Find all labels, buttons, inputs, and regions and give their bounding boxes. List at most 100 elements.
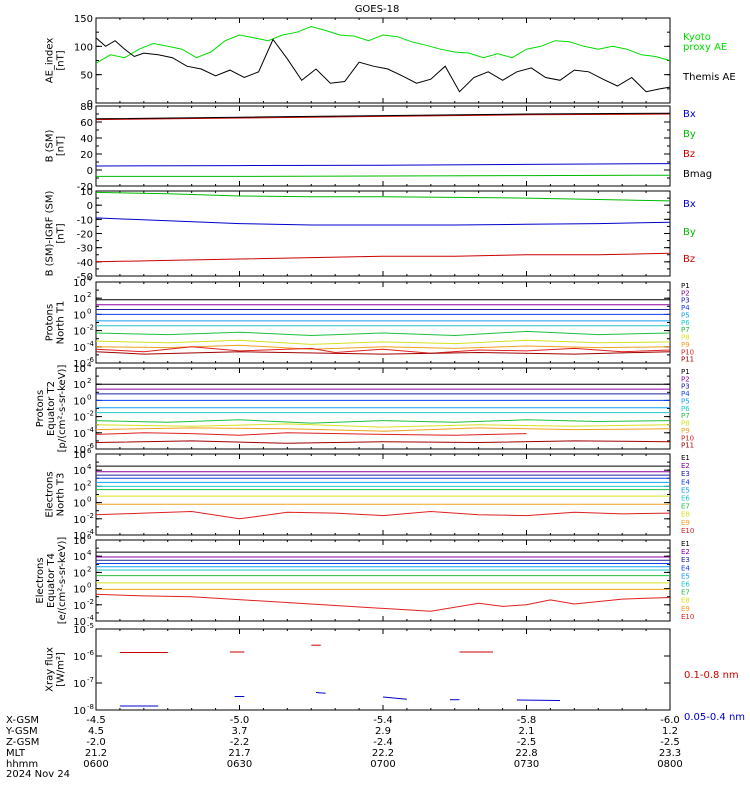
y-tick-exponent: 0 <box>87 393 91 401</box>
y-tick-label: 10 <box>73 499 86 510</box>
series-themis-ae <box>96 37 670 93</box>
y-tick-label: 10 <box>73 343 86 354</box>
channel-label: P5 <box>681 397 690 405</box>
y-tick-label: 10 <box>73 310 86 321</box>
y-axis-label: [nT] <box>56 136 67 156</box>
footer-z-gsm: -2.2 <box>230 737 250 748</box>
y-tick-label: 10 <box>73 679 86 690</box>
data-area <box>96 551 670 612</box>
channel-label: E9 <box>681 519 690 527</box>
footer-y-gsm: 1.2 <box>662 726 678 737</box>
footer-hhmm: 0600 <box>83 759 108 770</box>
y-tick-label: 10 <box>73 536 86 547</box>
y-axis-label: Electrons <box>45 471 56 517</box>
footer-row-label: 2024 Nov 24 <box>6 769 70 780</box>
y-tick-exponent: -4 <box>87 426 95 434</box>
footer-x-gsm: -6.0 <box>660 715 680 726</box>
footer-mlt: 22.2 <box>372 748 394 759</box>
channel-label: E8 <box>681 511 690 519</box>
channel-label: P11 <box>681 356 694 364</box>
y-tick-exponent: 4 <box>87 361 92 369</box>
plot-frame <box>95 281 671 364</box>
y-tick-exponent: -5 <box>87 622 94 630</box>
channel-label: P11 <box>681 442 694 450</box>
y-axis-label: Equator T4 <box>46 553 57 608</box>
plot-frame <box>95 17 671 104</box>
series-e10 <box>96 510 670 520</box>
plot-frame <box>95 367 671 450</box>
y-tick-label: 10 <box>73 294 86 305</box>
series-p10 <box>96 346 670 354</box>
y-axis-label: [e/(cm²-s-sr-keV)] <box>57 537 68 625</box>
y-tick-exponent: 2 <box>87 377 91 385</box>
data-area <box>96 25 670 93</box>
y-tick-label: -40 <box>77 258 93 269</box>
y-tick-label: 10 <box>73 327 86 338</box>
y-tick-label: 10 <box>73 466 86 477</box>
data-area <box>119 644 561 707</box>
y-tick-label: 0 <box>87 99 93 110</box>
y-tick-exponent: 4 <box>87 463 92 471</box>
series-bx <box>96 217 670 226</box>
channel-label: E10 <box>681 527 694 535</box>
channel-label: P1 <box>681 368 690 376</box>
y-tick-label: 10 <box>73 450 86 461</box>
channel-label: P10 <box>681 348 694 356</box>
y-tick-label: 20 <box>80 150 93 161</box>
footer-row-label: Y-GSM <box>5 726 38 737</box>
series-p7 <box>96 419 670 424</box>
footer-x-gsm: -4.5 <box>86 715 106 726</box>
y-tick-exponent: -2 <box>87 512 94 520</box>
footer-z-gsm: -2.5 <box>660 737 680 748</box>
y-tick-label: 10 <box>73 482 86 493</box>
y-tick-label: 80 <box>80 102 93 113</box>
y-tick-label: -50 <box>77 272 93 283</box>
channel-label: E2 <box>681 548 690 556</box>
channel-label: E1 <box>681 540 690 548</box>
channel-label: E4 <box>681 564 690 572</box>
footer-row-label: MLT <box>6 748 26 759</box>
channel-label: E5 <box>681 486 690 494</box>
y-tick-exponent: -2 <box>87 410 94 418</box>
panel-bsm: -20 0 20 40 60 80 B (SM) [nT] Bx By Bz Bmag <box>45 102 713 193</box>
y-tick-label: 40 <box>80 134 93 145</box>
y-tick-label: 10 <box>73 413 86 424</box>
channel-label: P9 <box>681 341 690 349</box>
y-tick-exponent: 2 <box>87 479 91 487</box>
y-axis-label: [W/m²] <box>56 652 67 687</box>
channel-label: E4 <box>681 478 690 486</box>
legend-label: 0.1-0.8 nm <box>684 670 739 681</box>
series-p7 <box>96 330 670 337</box>
channel-label: P7 <box>681 326 690 334</box>
y-tick-label: 10 <box>73 429 86 440</box>
y-axis-label: AE_index <box>45 38 56 84</box>
y-tick-exponent: -2 <box>87 324 94 332</box>
y-tick-exponent: 6 <box>87 447 92 455</box>
series-bx <box>96 163 670 167</box>
y-tick-exponent: -4 <box>87 528 95 536</box>
legend-label: Bx <box>683 109 696 120</box>
y-axis-label: [p/(cm²-s-sr-keV)] <box>57 365 68 453</box>
series-bmag <box>96 112 670 120</box>
channel-label: E1 <box>681 454 690 462</box>
y-tick-exponent: -2 <box>87 598 94 606</box>
y-tick-exponent: -6 <box>87 649 95 657</box>
legend-label: Kyoto <box>683 32 711 43</box>
channel-label: E6 <box>681 495 690 503</box>
y-tick-label: 10 <box>73 380 86 391</box>
y-tick-label: 100 <box>74 42 93 53</box>
legend-label: Themis AE <box>682 72 736 83</box>
y-tick-label: 10 <box>73 364 86 375</box>
data-area <box>96 112 670 177</box>
legend-label: Bz <box>683 254 695 265</box>
y-tick-exponent: -4 <box>87 340 95 348</box>
y-axis-label: [nT] <box>56 50 67 70</box>
channel-label: P2 <box>681 289 690 297</box>
y-tick-label: 0 <box>87 201 93 212</box>
series-bz <box>96 113 670 121</box>
y-tick-label: 10 <box>73 625 86 636</box>
y-tick-label: 10 <box>73 552 86 563</box>
footer-z-gsm: -2.5 <box>517 737 537 748</box>
